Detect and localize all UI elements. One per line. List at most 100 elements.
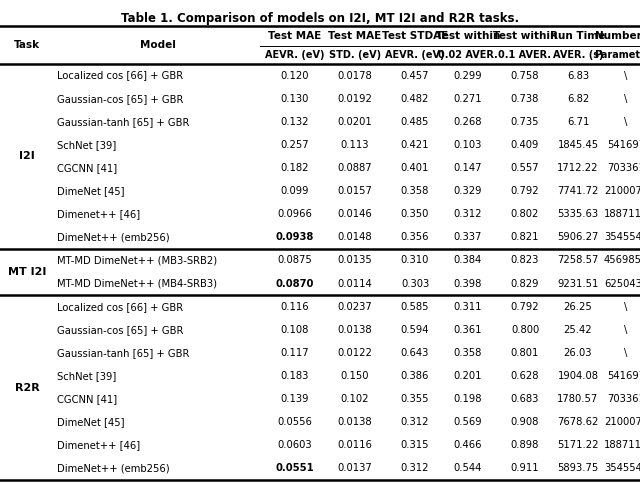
Text: SchNet [39]: SchNet [39]	[57, 371, 116, 381]
Text: Dimenet++ [46]: Dimenet++ [46]	[57, 209, 140, 219]
Text: 5171.22: 5171.22	[557, 440, 599, 450]
Text: 5893.75: 5893.75	[557, 464, 598, 473]
Text: 3545542: 3545542	[604, 464, 640, 473]
Text: 0.792: 0.792	[511, 186, 540, 196]
Text: I2I: I2I	[19, 151, 35, 162]
Text: 0.0114: 0.0114	[338, 279, 372, 288]
Text: R2R: R2R	[15, 382, 40, 393]
Text: 703361: 703361	[607, 394, 640, 404]
Text: 3545542: 3545542	[604, 232, 640, 242]
Text: 0.201: 0.201	[454, 371, 483, 381]
Text: Dimenet++ [46]: Dimenet++ [46]	[57, 440, 140, 450]
Text: Gaussian-tanh [65] + GBR: Gaussian-tanh [65] + GBR	[57, 348, 189, 358]
Text: 0.0192: 0.0192	[337, 94, 372, 104]
Text: 0.0603: 0.0603	[278, 440, 312, 450]
Text: 541697: 541697	[607, 371, 640, 381]
Text: 0.0556: 0.0556	[278, 417, 312, 427]
Text: Task: Task	[14, 40, 40, 50]
Text: 0.628: 0.628	[511, 371, 540, 381]
Text: 0.361: 0.361	[454, 325, 483, 335]
Text: 0.103: 0.103	[454, 140, 482, 150]
Text: 0.0870: 0.0870	[276, 279, 314, 288]
Text: 0.0966: 0.0966	[278, 209, 312, 219]
Text: AVER. (s): AVER. (s)	[553, 50, 604, 60]
Text: 0.0138: 0.0138	[338, 325, 372, 335]
Text: AEVR. (eV): AEVR. (eV)	[265, 50, 324, 60]
Text: 0.310: 0.310	[401, 256, 429, 265]
Text: 0.398: 0.398	[454, 279, 482, 288]
Text: 0.113: 0.113	[340, 140, 369, 150]
Text: 0.569: 0.569	[454, 417, 483, 427]
Text: \: \	[624, 325, 628, 335]
Text: 6250431: 6250431	[604, 279, 640, 288]
Text: 0.099: 0.099	[281, 186, 309, 196]
Text: 6.71: 6.71	[567, 117, 589, 127]
Text: 0.683: 0.683	[511, 394, 539, 404]
Text: 0.0178: 0.0178	[338, 71, 372, 80]
Text: 0.108: 0.108	[281, 325, 309, 335]
Text: 0.466: 0.466	[454, 440, 483, 450]
Text: 0.482: 0.482	[401, 94, 429, 104]
Text: 0.182: 0.182	[281, 163, 309, 173]
Text: 0.271: 0.271	[454, 94, 483, 104]
Text: 0.792: 0.792	[511, 302, 540, 312]
Text: Gaussian-cos [65] + GBR: Gaussian-cos [65] + GBR	[57, 94, 184, 104]
Text: 0.02 AVER.: 0.02 AVER.	[438, 50, 498, 60]
Text: Model: Model	[140, 40, 176, 50]
Text: 0.132: 0.132	[281, 117, 309, 127]
Text: 0.738: 0.738	[511, 94, 539, 104]
Text: 0.401: 0.401	[401, 163, 429, 173]
Text: 1904.08: 1904.08	[557, 371, 598, 381]
Text: \: \	[624, 71, 628, 80]
Text: 0.303: 0.303	[401, 279, 429, 288]
Text: Number of: Number of	[595, 31, 640, 41]
Text: STD. (eV): STD. (eV)	[329, 50, 381, 60]
Text: 0.139: 0.139	[281, 394, 309, 404]
Text: 0.0551: 0.0551	[276, 464, 314, 473]
Text: Localized cos [66] + GBR: Localized cos [66] + GBR	[57, 71, 183, 80]
Text: 6.82: 6.82	[567, 94, 589, 104]
Text: 9231.51: 9231.51	[557, 279, 598, 288]
Text: 0.0116: 0.0116	[337, 440, 372, 450]
Text: CGCNN [41]: CGCNN [41]	[57, 163, 117, 173]
Text: 0.183: 0.183	[281, 371, 309, 381]
Text: \: \	[624, 117, 628, 127]
Text: 0.0938: 0.0938	[276, 232, 314, 242]
Text: DimeNet [45]: DimeNet [45]	[57, 417, 125, 427]
Text: 0.898: 0.898	[511, 440, 539, 450]
Text: MT I2I: MT I2I	[8, 267, 46, 277]
Text: 0.130: 0.130	[281, 94, 309, 104]
Text: 0.150: 0.150	[340, 371, 369, 381]
Text: Test within: Test within	[436, 31, 500, 41]
Text: 0.908: 0.908	[511, 417, 539, 427]
Text: 0.350: 0.350	[401, 209, 429, 219]
Text: 1780.57: 1780.57	[557, 394, 598, 404]
Text: 0.1 AVER.: 0.1 AVER.	[499, 50, 552, 60]
Text: MT-MD DimeNet++ (MB4-SRB3): MT-MD DimeNet++ (MB4-SRB3)	[57, 279, 217, 288]
Text: 5906.27: 5906.27	[557, 232, 598, 242]
Text: 0.758: 0.758	[511, 71, 540, 80]
Text: 0.0122: 0.0122	[337, 348, 372, 358]
Text: Localized cos [66] + GBR: Localized cos [66] + GBR	[57, 302, 183, 312]
Text: 0.585: 0.585	[401, 302, 429, 312]
Text: 0.557: 0.557	[511, 163, 540, 173]
Text: Test within: Test within	[493, 31, 557, 41]
Text: Test STDAE: Test STDAE	[382, 31, 448, 41]
Text: 0.801: 0.801	[511, 348, 539, 358]
Text: 0.594: 0.594	[401, 325, 429, 335]
Text: 0.116: 0.116	[281, 302, 309, 312]
Text: 0.299: 0.299	[454, 71, 483, 80]
Text: Run Time: Run Time	[550, 31, 605, 41]
Text: 7741.72: 7741.72	[557, 186, 598, 196]
Text: 703361: 703361	[607, 163, 640, 173]
Text: 0.0146: 0.0146	[338, 209, 372, 219]
Text: Test MAE: Test MAE	[328, 31, 381, 41]
Text: 0.312: 0.312	[454, 209, 483, 219]
Text: 0.311: 0.311	[454, 302, 483, 312]
Text: 0.356: 0.356	[401, 232, 429, 242]
Text: 0.823: 0.823	[511, 256, 539, 265]
Text: 0.821: 0.821	[511, 232, 540, 242]
Text: 0.0157: 0.0157	[337, 186, 372, 196]
Text: 0.329: 0.329	[454, 186, 483, 196]
Text: DimeNet++ (emb256): DimeNet++ (emb256)	[57, 464, 170, 473]
